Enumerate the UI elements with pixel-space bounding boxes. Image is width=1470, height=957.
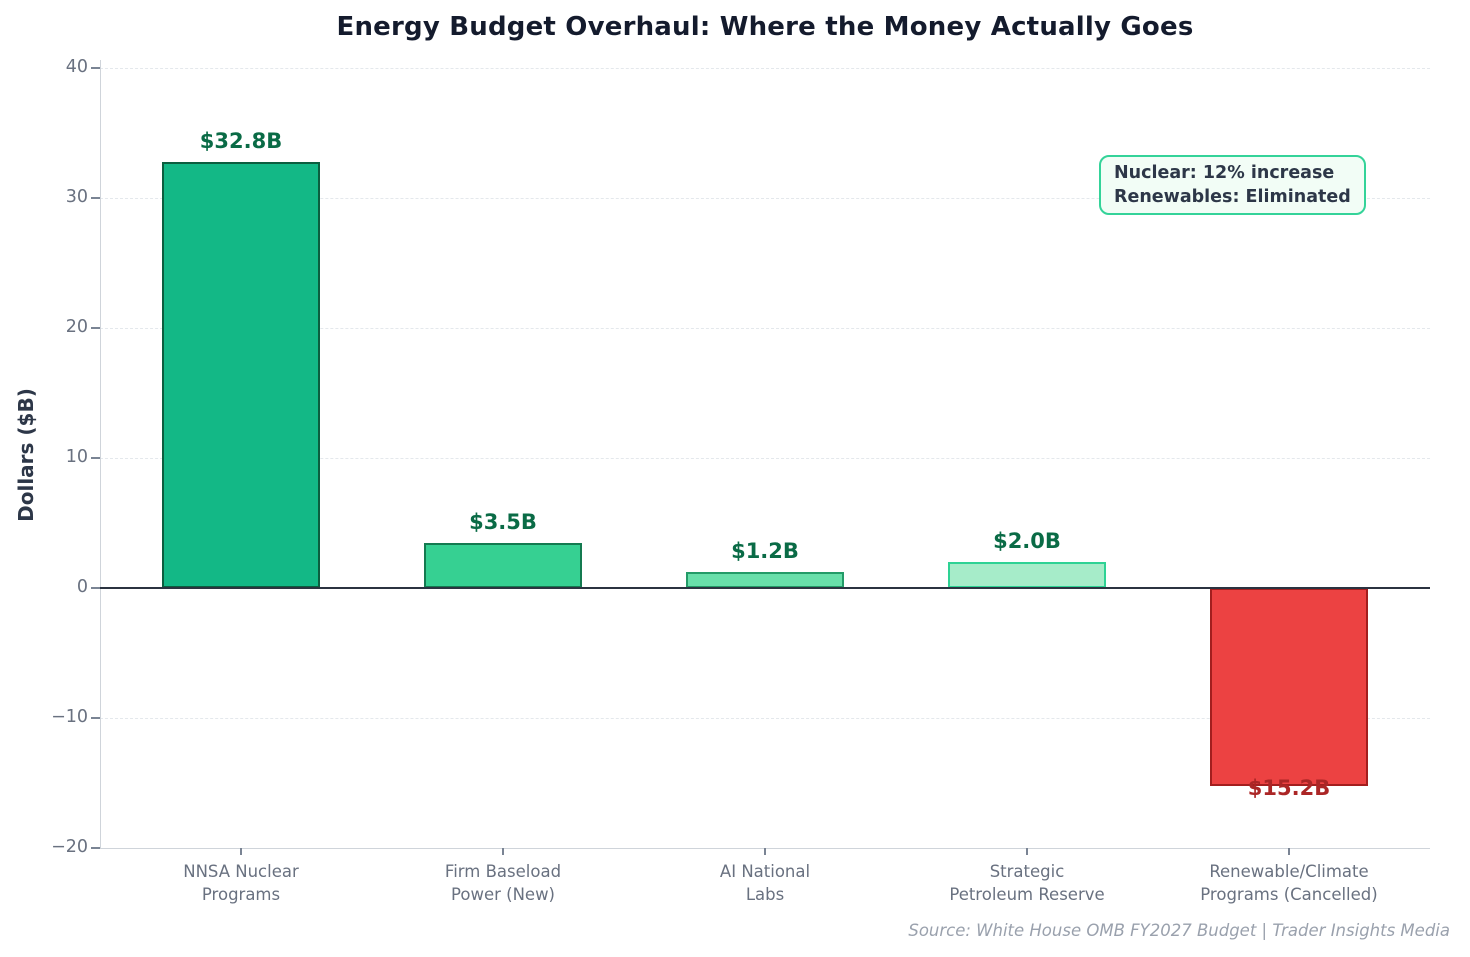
annotation-line-renewables: Renewables: Eliminated [1114, 187, 1351, 207]
chart-title: Energy Budget Overhaul: Where the Money … [336, 12, 1194, 42]
x-axis-category-line: Labs [745, 885, 785, 904]
x-tick-mark [1288, 848, 1290, 855]
bar [162, 161, 320, 588]
x-axis-category-line: Power (New) [451, 885, 555, 904]
x-axis-category-label: Firm Baseload Power (New) [373, 860, 633, 906]
bar [1210, 588, 1368, 786]
y-tick-mark [91, 587, 100, 589]
bar-value-label: $2.0B [993, 529, 1061, 553]
x-axis-category-label: Strategic Petroleum Reserve [897, 860, 1157, 906]
x-axis-category-line: Programs [201, 885, 281, 904]
bar [686, 572, 844, 588]
bar-value-label: $32.8B [199, 128, 283, 153]
x-axis-category-line: AI National [719, 862, 811, 881]
y-tick-label: −20 [51, 837, 88, 857]
y-tick-label: 10 [65, 447, 88, 467]
y-tick-mark [91, 67, 100, 69]
x-axis-category-line: Renewable/Climate [1209, 862, 1369, 881]
y-tick-label: 40 [65, 57, 88, 77]
x-tick-mark [764, 848, 766, 855]
y-tick-mark [91, 847, 100, 849]
x-tick-mark [1026, 848, 1028, 855]
gridline [100, 198, 1430, 199]
bar [948, 562, 1106, 588]
y-tick-label: 0 [76, 577, 88, 597]
y-tick-mark [91, 197, 100, 199]
annotation-box: Nuclear: 12% increase Renewables: Elimin… [1099, 155, 1366, 215]
x-axis-category-label: AI National Labs [635, 860, 895, 906]
x-axis-category-line: Firm Baseload [444, 862, 562, 881]
x-axis-category-label: NNSA Nuclear Programs [111, 860, 371, 906]
gridline [100, 68, 1430, 69]
annotation-line-nuclear: Nuclear: 12% increase [1114, 163, 1335, 183]
x-tick-mark [502, 848, 504, 855]
x-axis-category-label: Renewable/Climate Programs (Cancelled) [1159, 860, 1419, 906]
x-axis-category-line: NNSA Nuclear [183, 862, 299, 881]
source-credit: Source: White House OMB FY2027 Budget | … [908, 921, 1450, 940]
bar-value-label: $1.2B [731, 539, 799, 564]
y-tick-label: −10 [51, 707, 88, 727]
y-tick-mark [91, 457, 100, 459]
bar-value-label: $3.5B [469, 509, 537, 534]
x-axis-category-line: Programs (Cancelled) [1200, 885, 1378, 904]
gridline [100, 328, 1430, 329]
y-tick-mark [91, 717, 100, 719]
gridline [100, 718, 1430, 719]
y-tick-label: 20 [65, 317, 88, 337]
x-axis-category-line: Strategic [989, 862, 1065, 881]
y-tick-label: 30 [65, 187, 88, 207]
bar-value-label: $15.2B [1247, 775, 1331, 800]
x-axis-category-line: Petroleum Reserve [949, 885, 1105, 904]
gridline [100, 458, 1430, 459]
zero-baseline [100, 586, 1430, 590]
x-tick-mark [240, 848, 242, 855]
y-axis-spine [100, 60, 101, 848]
y-tick-mark [91, 327, 100, 329]
bar [424, 542, 582, 588]
